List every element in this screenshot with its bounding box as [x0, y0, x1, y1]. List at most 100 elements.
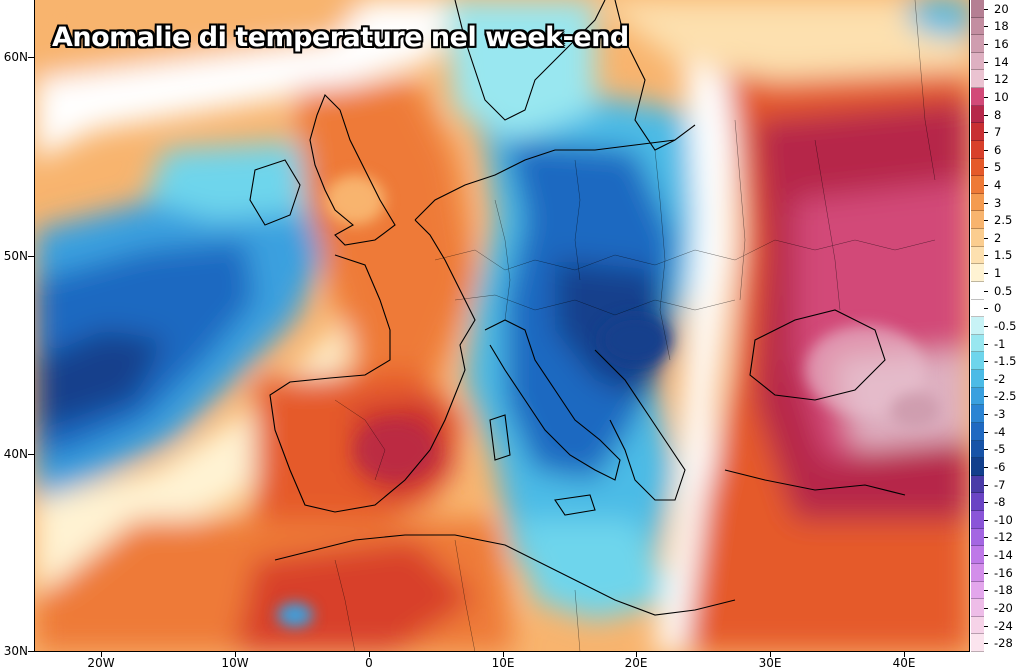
legend-swatch	[971, 458, 984, 476]
legend-entry: 0.5	[970, 281, 1024, 300]
legend-swatch	[971, 511, 984, 529]
legend-label: 2.5	[994, 213, 1013, 228]
legend-label: 12	[994, 72, 1009, 87]
lat-tick-50n	[28, 256, 35, 257]
legend-label: -14	[994, 548, 1013, 563]
legend-label: 20	[994, 1, 1009, 16]
legend-tick	[984, 167, 988, 169]
legend-tick	[984, 361, 988, 363]
legend-entry: -2	[970, 370, 1024, 388]
legend-entry: -4	[970, 422, 1024, 441]
legend-label: 16	[994, 37, 1009, 52]
legend-swatch	[971, 70, 984, 89]
legend-swatch	[971, 88, 984, 106]
legend-entry: -3	[970, 405, 1024, 423]
lon-tick-40e	[904, 652, 905, 657]
legend-swatch	[971, 158, 984, 177]
lon-label-30e: 30E	[758, 656, 782, 670]
legend-tick	[984, 343, 988, 345]
legend-tick	[984, 8, 988, 10]
legend-tick	[984, 237, 988, 239]
legend-tick	[984, 466, 988, 468]
lat-label-30n: 30N	[3, 644, 28, 658]
legend-label: 0	[994, 301, 1002, 316]
legend-label: 5	[994, 160, 1002, 175]
legend-entry: -5	[970, 440, 1024, 459]
legend-swatch	[971, 176, 984, 194]
legend-swatch	[971, 317, 984, 335]
legend-label: 7	[994, 125, 1002, 140]
legend-entry: -8	[970, 493, 1024, 511]
legend-swatch	[971, 299, 984, 318]
legend-tick	[984, 537, 988, 539]
legend-swatch	[971, 405, 984, 423]
legend-entry: 16	[970, 35, 1024, 53]
legend-entry: -6	[970, 458, 1024, 476]
lat-label-40n: 40N	[3, 447, 28, 461]
anomaly-field	[35, 0, 970, 652]
legend-swatch	[971, 105, 984, 124]
legend-entry: 14	[970, 52, 1024, 71]
lat-label-60n: 60N	[3, 50, 28, 64]
legend-swatch	[971, 140, 984, 159]
legend-tick	[984, 26, 988, 28]
legend-tick	[984, 484, 988, 486]
legend-swatch	[971, 0, 984, 18]
legend-swatch	[971, 475, 984, 494]
legend-swatch	[971, 264, 984, 282]
legend-swatch	[971, 246, 984, 265]
legend-label: 1.5	[994, 248, 1013, 263]
legend-swatch	[971, 581, 984, 600]
legend-swatch	[971, 563, 984, 582]
legend-swatch	[971, 546, 984, 564]
legend-swatch	[971, 229, 984, 247]
lon-label-0: 0	[365, 656, 373, 670]
legend-entry: 10	[970, 88, 1024, 106]
lon-tick-10w	[235, 652, 236, 657]
legend-swatch	[971, 370, 984, 388]
legend-tick	[984, 149, 988, 151]
legend-swatch	[971, 17, 984, 36]
legend-swatch	[971, 616, 984, 635]
legend-entry: -2.5	[970, 387, 1024, 406]
lat-tick-40n	[28, 454, 35, 455]
legend-tick	[984, 114, 988, 116]
lat-label-50n: 50N	[3, 249, 28, 263]
legend-label: -0.5	[994, 318, 1017, 333]
legend-tick	[984, 607, 988, 609]
legend-entry: 20	[970, 0, 1024, 18]
legend-entry: -20	[970, 599, 1024, 617]
legend-swatch	[971, 634, 984, 652]
legend-label: 14	[994, 54, 1009, 69]
legend-tick	[984, 378, 988, 380]
legend-label: -2	[994, 371, 1006, 386]
legend-tick	[984, 96, 988, 98]
lon-tick-10e	[503, 652, 504, 657]
lon-tick-20e	[636, 652, 637, 657]
legend-label: -12	[994, 530, 1013, 545]
legend-tick	[984, 325, 988, 327]
lat-tick-60n	[28, 57, 35, 58]
legend-entry: -1.5	[970, 352, 1024, 371]
lon-label-20e: 20E	[624, 656, 648, 670]
legend-swatch	[971, 352, 984, 371]
legend-label: -16	[994, 565, 1013, 580]
legend-tick	[984, 643, 988, 645]
legend-label: -20	[994, 600, 1013, 615]
lon-tick-30e	[770, 652, 771, 657]
legend-entry: -16	[970, 563, 1024, 582]
legend-label: -2.5	[994, 389, 1017, 404]
legend-swatch	[971, 528, 984, 547]
legend-entry: 5	[970, 158, 1024, 177]
lon-tick-20w	[101, 652, 102, 657]
legend-entry: 0	[970, 299, 1024, 318]
legend-tick	[984, 44, 988, 46]
legend-entry: 12	[970, 70, 1024, 89]
lon-label-20w: 20W	[87, 656, 115, 670]
legend-swatch	[971, 123, 984, 141]
legend-swatch	[971, 211, 984, 230]
legend-label: -1.5	[994, 354, 1017, 369]
legend-swatch	[971, 440, 984, 459]
legend-entry: -12	[970, 528, 1024, 547]
map-title: Anomalie di temperature nel week-end	[52, 22, 629, 53]
